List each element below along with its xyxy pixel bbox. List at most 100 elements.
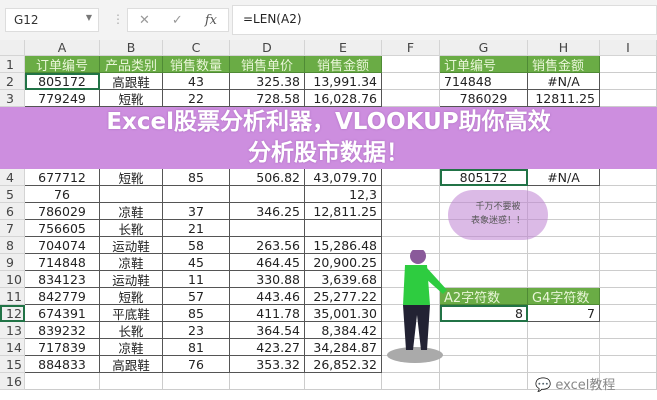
data-cell[interactable]: 35,001.30 bbox=[305, 305, 382, 322]
lookup-cell[interactable]: #N/A bbox=[528, 73, 600, 90]
data-cell[interactable]: 长靴 bbox=[100, 322, 163, 339]
cell[interactable] bbox=[440, 356, 528, 373]
cell[interactable] bbox=[163, 373, 230, 390]
cell[interactable] bbox=[382, 90, 440, 107]
row-header-9[interactable]: 9 bbox=[0, 254, 25, 271]
cell[interactable] bbox=[382, 373, 440, 390]
column-header-A[interactable]: A bbox=[25, 40, 100, 56]
cell[interactable] bbox=[600, 56, 657, 73]
data-cell[interactable]: 短靴 bbox=[100, 90, 163, 107]
data-cell[interactable]: 325.38 bbox=[230, 73, 305, 90]
data-cell[interactable]: 23 bbox=[163, 322, 230, 339]
lookup-header-cell[interactable]: 销售金额 bbox=[528, 56, 600, 73]
cell[interactable] bbox=[440, 254, 528, 271]
cell[interactable] bbox=[382, 356, 440, 373]
data-cell[interactable]: 34,284.87 bbox=[305, 339, 382, 356]
cell[interactable] bbox=[528, 203, 600, 220]
data-cell[interactable]: 13,991.34 bbox=[305, 73, 382, 90]
column-header-C[interactable]: C bbox=[163, 40, 230, 56]
data-cell[interactable]: 高跟鞋 bbox=[100, 356, 163, 373]
data-cell[interactable]: 443.46 bbox=[230, 288, 305, 305]
data-cell[interactable]: 长靴 bbox=[100, 220, 163, 237]
data-cell[interactable]: 756605 bbox=[25, 220, 100, 237]
data-cell[interactable]: 25,277.22 bbox=[305, 288, 382, 305]
row-header-11[interactable]: 11 bbox=[0, 288, 25, 305]
fx-icon[interactable]: fx bbox=[204, 12, 217, 28]
select-all-corner[interactable] bbox=[0, 40, 25, 56]
lookup-cell[interactable]: 805172 bbox=[440, 169, 528, 186]
data-cell[interactable]: 330.88 bbox=[230, 271, 305, 288]
cell[interactable] bbox=[440, 322, 528, 339]
data-cell[interactable]: 43,079.70 bbox=[305, 169, 382, 186]
lookup-header-cell[interactable]: 订单编号 bbox=[440, 56, 528, 73]
data-cell[interactable]: 884833 bbox=[25, 356, 100, 373]
row-header-3[interactable]: 3 bbox=[0, 90, 25, 107]
chevron-down-icon[interactable]: ▼ bbox=[85, 13, 92, 22]
data-cell[interactable]: 3,639.68 bbox=[305, 271, 382, 288]
row-header-16[interactable]: 16 bbox=[0, 373, 25, 390]
row-header-10[interactable]: 10 bbox=[0, 271, 25, 288]
row-header-8[interactable]: 8 bbox=[0, 237, 25, 254]
cell[interactable] bbox=[440, 237, 528, 254]
cancel-icon[interactable]: ✕ bbox=[139, 12, 150, 28]
cell[interactable] bbox=[230, 373, 305, 390]
data-cell[interactable]: 717839 bbox=[25, 339, 100, 356]
data-cell[interactable]: 674391 bbox=[25, 305, 100, 322]
data-cell[interactable] bbox=[230, 186, 305, 203]
cell[interactable] bbox=[528, 271, 600, 288]
row-header-15[interactable]: 15 bbox=[0, 356, 25, 373]
column-header-E[interactable]: E bbox=[305, 40, 382, 56]
cell[interactable] bbox=[600, 90, 657, 107]
cell[interactable] bbox=[382, 73, 440, 90]
cell[interactable] bbox=[600, 73, 657, 90]
data-cell[interactable]: 8,384.42 bbox=[305, 322, 382, 339]
data-cell[interactable]: 15,286.48 bbox=[305, 237, 382, 254]
cell[interactable] bbox=[600, 203, 657, 220]
data-cell[interactable]: 714848 bbox=[25, 254, 100, 271]
cell[interactable] bbox=[382, 169, 440, 186]
data-cell[interactable]: 凉鞋 bbox=[100, 203, 163, 220]
cell[interactable] bbox=[305, 373, 382, 390]
data-cell[interactable]: 58 bbox=[163, 237, 230, 254]
data-cell[interactable] bbox=[100, 186, 163, 203]
cell[interactable] bbox=[528, 339, 600, 356]
data-cell[interactable]: 22 bbox=[163, 90, 230, 107]
cell[interactable] bbox=[440, 271, 528, 288]
enter-icon[interactable]: ✓ bbox=[171, 12, 183, 28]
cell[interactable] bbox=[600, 169, 657, 186]
cell[interactable] bbox=[600, 271, 657, 288]
data-cell[interactable]: 短靴 bbox=[100, 169, 163, 186]
name-box[interactable]: G12 ▼ bbox=[5, 8, 99, 32]
cell[interactable] bbox=[440, 373, 528, 390]
cell[interactable] bbox=[440, 339, 528, 356]
data-cell[interactable]: 20,900.25 bbox=[305, 254, 382, 271]
data-cell[interactable]: 平底鞋 bbox=[100, 305, 163, 322]
data-cell[interactable]: 677712 bbox=[25, 169, 100, 186]
data-cell[interactable]: 346.25 bbox=[230, 203, 305, 220]
data-cell[interactable]: 263.56 bbox=[230, 237, 305, 254]
cell[interactable] bbox=[600, 339, 657, 356]
cell[interactable] bbox=[528, 254, 600, 271]
header-cell[interactable]: 销售金额 bbox=[305, 56, 382, 73]
data-cell[interactable]: 12,3 bbox=[305, 186, 382, 203]
data-cell[interactable]: 37 bbox=[163, 203, 230, 220]
cell[interactable] bbox=[600, 322, 657, 339]
cell[interactable] bbox=[25, 373, 100, 390]
cell[interactable] bbox=[382, 203, 440, 220]
cell[interactable] bbox=[528, 322, 600, 339]
lookup-cell[interactable]: #N/A bbox=[528, 169, 600, 186]
data-cell[interactable]: 16,028.76 bbox=[305, 90, 382, 107]
data-cell[interactable]: 411.78 bbox=[230, 305, 305, 322]
formula-input[interactable]: =LEN(A2) bbox=[232, 5, 657, 35]
data-cell[interactable]: 高跟鞋 bbox=[100, 73, 163, 90]
data-cell[interactable]: 834123 bbox=[25, 271, 100, 288]
cell[interactable] bbox=[600, 288, 657, 305]
column-header-H[interactable]: H bbox=[528, 40, 600, 56]
data-cell[interactable]: 81 bbox=[163, 339, 230, 356]
len-header-cell[interactable]: A2字符数 bbox=[440, 288, 528, 305]
data-cell[interactable]: 85 bbox=[163, 169, 230, 186]
data-cell[interactable] bbox=[305, 220, 382, 237]
data-cell[interactable]: 45 bbox=[163, 254, 230, 271]
lookup-cell[interactable]: 786029 bbox=[440, 90, 528, 107]
lookup-cell[interactable]: 714848 bbox=[440, 73, 528, 90]
